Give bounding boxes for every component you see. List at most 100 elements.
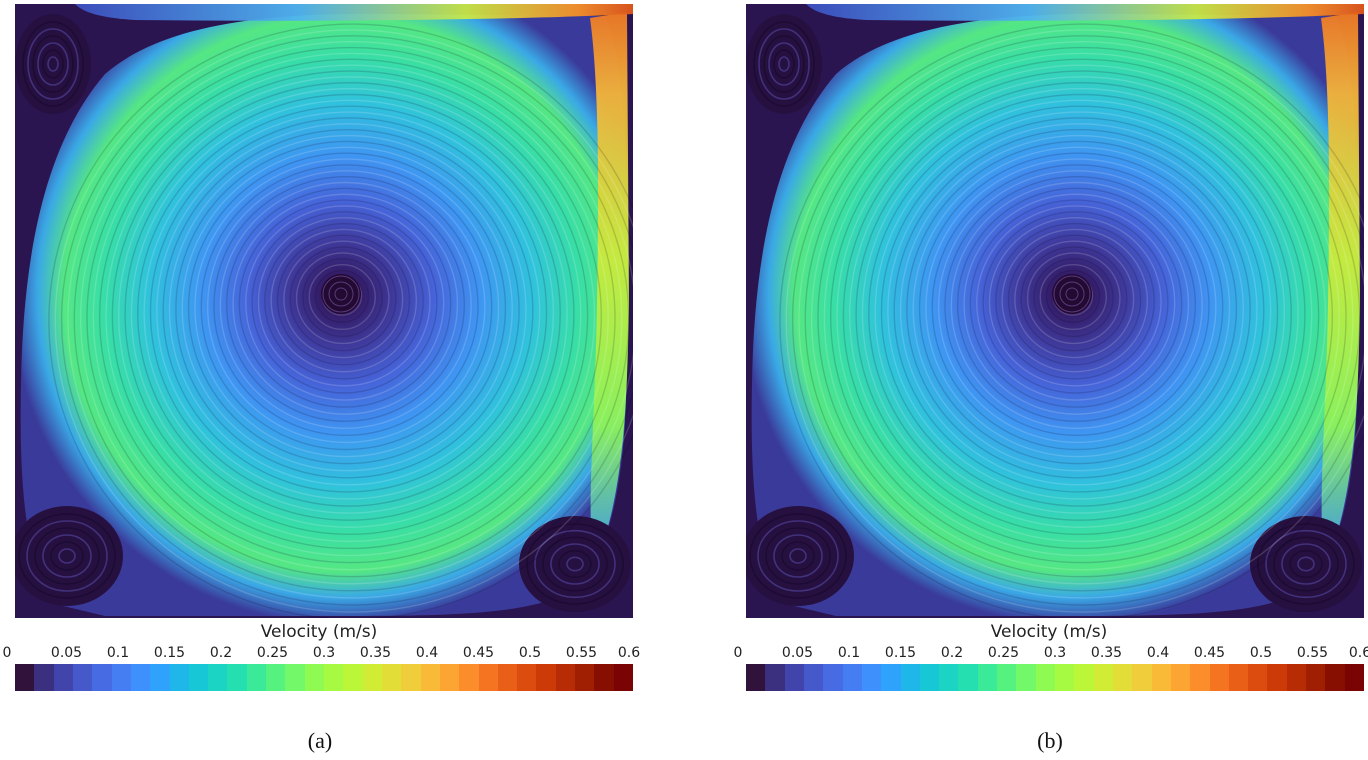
colorbar-title-b: Velocity (m/s) xyxy=(990,622,1108,642)
velocity-field-plot-b xyxy=(746,4,1364,618)
colorbar-segment xyxy=(169,664,189,691)
colorbar-segment xyxy=(1190,664,1210,691)
panel-b: Velocity (m/s) 0 0.05 0.1 0.15 0.2 0.25 0.3 0.3… xyxy=(730,0,1368,760)
colorbar-tick-label: 0.2 xyxy=(940,645,964,661)
colorbar-segment xyxy=(1248,664,1268,691)
colorbar-tick-label: 0.35 xyxy=(359,645,392,661)
colorbar-segment xyxy=(997,664,1017,691)
corner-eddy-bottom-left xyxy=(746,506,854,606)
colorbar-segment xyxy=(478,664,498,691)
colorbar-segment xyxy=(1286,664,1307,691)
colorbar-tick-label: 0.45 xyxy=(462,645,495,661)
lid-jet-top xyxy=(806,4,1364,21)
colorbar-segment xyxy=(459,664,479,691)
corner-eddy-bottom-right xyxy=(1250,516,1362,612)
colorbar-segment xyxy=(919,664,940,691)
colorbar-tick-label: 0.3 xyxy=(312,645,336,661)
colorbar-segment xyxy=(575,664,595,691)
colorbar-tick-label: 0.05 xyxy=(50,645,83,661)
colorbar-segment xyxy=(803,664,824,691)
colorbar-segment xyxy=(285,664,305,691)
colorbar-segment xyxy=(420,664,440,691)
colorbar-segment xyxy=(72,664,93,691)
colorbar-segment xyxy=(381,664,402,691)
colorbar-segment xyxy=(517,664,537,691)
colorbar-segment xyxy=(439,664,460,691)
colorbar-segment xyxy=(765,664,785,691)
colorbar-segment xyxy=(266,664,286,691)
colorbar-segment xyxy=(92,664,112,691)
colorbar-tick-label: 0.2 xyxy=(209,645,233,661)
colorbar-tick-label: 0.1 xyxy=(106,645,130,661)
wall-jet-right xyxy=(1321,12,1360,564)
colorbar-segment xyxy=(613,664,633,691)
colorbar-segment xyxy=(977,664,998,691)
colorbar-segment xyxy=(1055,664,1075,691)
colorbar-tick-label: 0.55 xyxy=(1296,645,1329,661)
colorbar-segment xyxy=(1132,664,1152,691)
corner-eddy-top-left xyxy=(15,14,91,114)
colorbar-segment xyxy=(130,664,151,691)
colorbar-segment xyxy=(1306,664,1326,691)
colorbar-tick-label: 0.15 xyxy=(153,645,186,661)
colorbar-segment xyxy=(1093,664,1113,691)
colorbar-tick-label: 0.05 xyxy=(781,645,814,661)
colorbar-segment xyxy=(304,664,324,691)
colorbar-ticks-a: 0 0.05 0.1 0.15 0.2 0.25 0.3 0.35 0.4 0.45 0.5 0.55… xyxy=(0,645,641,663)
colorbar-segment xyxy=(939,664,959,691)
colorbar-ticks-b: 0 0.05 0.1 0.15 0.2 0.25 0.3 0.35 0.4 0.45 0.5 0.55… xyxy=(730,645,1368,663)
wall-jet-right xyxy=(590,12,629,564)
corner-eddy-bottom-right xyxy=(519,516,631,612)
colorbar-segment xyxy=(555,664,576,691)
colorbar-tick-label: 0.25 xyxy=(987,645,1020,661)
velocity-field-plot-a xyxy=(15,4,633,618)
colorbar-segment xyxy=(111,664,131,691)
main-vortex xyxy=(20,13,629,617)
colorbar-tick-label: 0 xyxy=(2,645,12,661)
velocity-field-svg-a xyxy=(15,4,633,618)
colorbar-tick-label: 0.1 xyxy=(837,645,861,661)
colorbar-segment xyxy=(958,664,978,691)
colorbar-tick-label: 0.25 xyxy=(256,645,289,661)
panel-label-b: (b) xyxy=(1037,728,1063,753)
lid-jet-top xyxy=(75,4,633,21)
colorbar-segment xyxy=(1267,664,1287,691)
vortex-core xyxy=(321,274,361,314)
colorbar-segment xyxy=(188,664,209,691)
colorbar-segment xyxy=(536,664,556,691)
colorbar-segment xyxy=(401,664,421,691)
colorbar-segment xyxy=(246,664,267,691)
colorbar-segment xyxy=(823,664,843,691)
colorbar-segment xyxy=(324,664,344,691)
colorbar-segment xyxy=(900,664,920,691)
colorbar-segment xyxy=(343,664,363,691)
colorbar-tick-label: 0.6 xyxy=(617,645,641,661)
colorbar-tick-label: 0 xyxy=(733,645,743,661)
colorbar-segment xyxy=(1228,664,1249,691)
colorbar-segment xyxy=(1151,664,1171,691)
colorbar-segment xyxy=(1016,664,1036,691)
colorbar-segment xyxy=(227,664,247,691)
colorbar-title-a: Velocity (m/s) xyxy=(260,622,378,642)
colorbar-segment xyxy=(881,664,901,691)
velocity-field-svg-b xyxy=(746,4,1364,618)
colorbar-a xyxy=(15,664,633,691)
colorbar-tick-label: 0.55 xyxy=(565,645,598,661)
streamlines xyxy=(48,23,633,618)
colorbar-segment xyxy=(1170,664,1191,691)
colorbar-tick-label: 0.4 xyxy=(1146,645,1170,661)
colorbar-tick-label: 0.4 xyxy=(415,645,439,661)
panel-label-a: (a) xyxy=(307,728,333,753)
colorbar-tick-label: 0.35 xyxy=(1090,645,1123,661)
colorbar-segment xyxy=(497,664,518,691)
colorbar-segment xyxy=(34,664,54,691)
colorbar-tick-label: 0.3 xyxy=(1043,645,1067,661)
colorbar-b xyxy=(746,664,1364,691)
main-vortex xyxy=(751,13,1360,617)
colorbar-segment xyxy=(1035,664,1055,691)
colorbar-segment xyxy=(53,664,73,691)
colorbar-segment xyxy=(1344,664,1364,691)
panel-a: Velocity (m/s) 0 0.05 0.1 0.15 0.2 0.25 0.3 0.3… xyxy=(0,0,640,760)
colorbar-segment xyxy=(784,664,804,691)
colorbar-segment xyxy=(1325,664,1345,691)
